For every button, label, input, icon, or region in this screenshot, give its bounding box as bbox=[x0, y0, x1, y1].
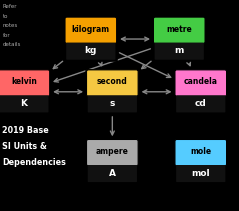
Text: second: second bbox=[97, 77, 128, 86]
Text: Dependencies: Dependencies bbox=[2, 158, 66, 167]
FancyBboxPatch shape bbox=[174, 139, 228, 184]
Text: s: s bbox=[110, 99, 115, 108]
FancyBboxPatch shape bbox=[176, 95, 225, 112]
FancyBboxPatch shape bbox=[88, 165, 137, 182]
Text: kg: kg bbox=[85, 46, 97, 55]
FancyBboxPatch shape bbox=[87, 139, 138, 166]
FancyBboxPatch shape bbox=[88, 95, 137, 112]
FancyBboxPatch shape bbox=[174, 69, 228, 115]
Text: kelvin: kelvin bbox=[11, 77, 37, 86]
FancyBboxPatch shape bbox=[66, 43, 115, 60]
Text: metre: metre bbox=[166, 24, 192, 34]
FancyBboxPatch shape bbox=[64, 16, 118, 62]
FancyBboxPatch shape bbox=[0, 69, 51, 115]
FancyBboxPatch shape bbox=[65, 17, 117, 43]
Text: to: to bbox=[2, 14, 8, 19]
Text: ampere: ampere bbox=[96, 147, 129, 156]
FancyBboxPatch shape bbox=[85, 69, 139, 115]
Text: kilogram: kilogram bbox=[72, 24, 110, 34]
FancyBboxPatch shape bbox=[152, 16, 206, 62]
Text: for: for bbox=[2, 33, 10, 38]
Text: notes: notes bbox=[2, 23, 18, 28]
Text: mol: mol bbox=[191, 169, 210, 178]
Text: SI Units &: SI Units & bbox=[2, 142, 47, 151]
Text: mole: mole bbox=[190, 147, 211, 156]
Text: A: A bbox=[109, 169, 116, 178]
FancyBboxPatch shape bbox=[87, 70, 138, 96]
FancyBboxPatch shape bbox=[176, 165, 225, 182]
Text: cd: cd bbox=[195, 99, 207, 108]
Text: candela: candela bbox=[184, 77, 218, 86]
Text: K: K bbox=[20, 99, 27, 108]
Text: details: details bbox=[2, 42, 21, 47]
Text: 2019 Base: 2019 Base bbox=[2, 126, 49, 135]
FancyBboxPatch shape bbox=[155, 43, 204, 60]
Text: Refer: Refer bbox=[2, 4, 17, 9]
FancyBboxPatch shape bbox=[175, 70, 227, 96]
FancyBboxPatch shape bbox=[85, 139, 139, 184]
FancyBboxPatch shape bbox=[0, 70, 50, 96]
FancyBboxPatch shape bbox=[153, 17, 205, 43]
FancyBboxPatch shape bbox=[0, 95, 49, 112]
FancyBboxPatch shape bbox=[175, 139, 227, 166]
Text: m: m bbox=[174, 46, 184, 55]
